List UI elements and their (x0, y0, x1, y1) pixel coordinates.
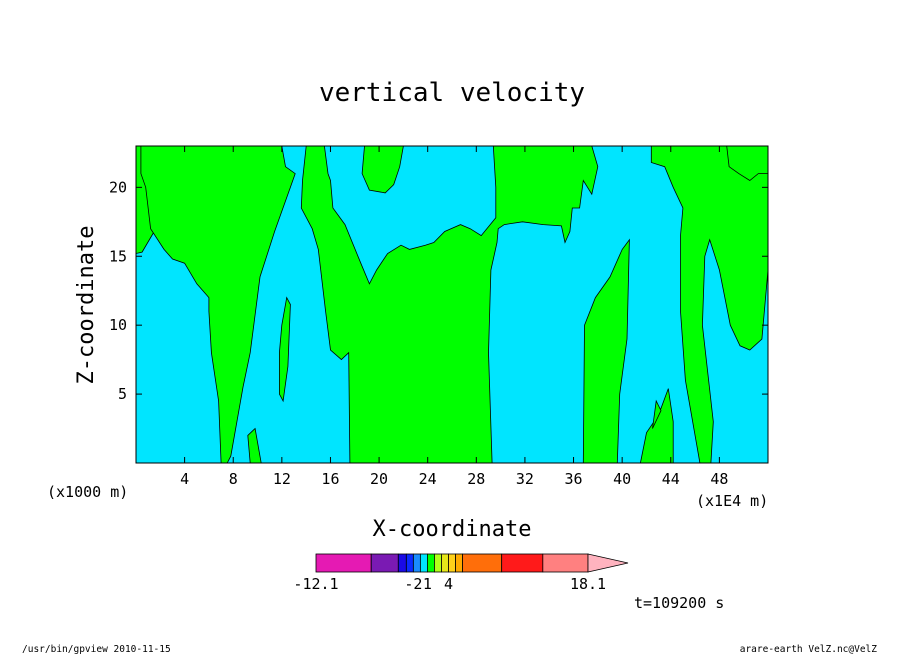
y-tick-label: 20 (109, 178, 127, 196)
colorbar-labels: -12.1 -2 1 4 18.1 (293, 575, 606, 593)
colorbar-band-11 (455, 553, 463, 573)
positive-region-5 (279, 296, 291, 403)
positive-region-12 (726, 146, 768, 181)
colorbar-label: -12.1 (293, 575, 338, 593)
x-tick-label: 8 (229, 470, 238, 488)
chart-title: vertical velocity (319, 78, 585, 108)
x-tick-label: 28 (467, 470, 485, 488)
colorbar-band-4 (405, 553, 414, 573)
colorbar-label: 1 (423, 575, 432, 593)
x-axis-ticks: 4 8 12 16 20 24 28 32 36 40 44 48 (180, 146, 728, 488)
colorbar-band-8 (434, 553, 442, 573)
y-tick-label: 10 (109, 316, 127, 334)
x-axis-label: X-coordinate (373, 517, 532, 542)
colorbar (315, 553, 629, 573)
x-tick-label: 40 (613, 470, 631, 488)
y-axis-ticks: 5 10 15 20 (109, 178, 768, 403)
positive-region-11 (650, 146, 768, 463)
x-unit-left: (x1000 m) (47, 483, 128, 501)
x-tick-label: 4 (180, 470, 189, 488)
positive-region-6 (300, 146, 599, 463)
colorbar-band-1 (315, 553, 372, 573)
colorbar-label: -2 (404, 575, 422, 593)
y-axis-label: Z-coordinate (74, 226, 99, 385)
x-tick-label: 16 (321, 470, 339, 488)
x-tick-label: 44 (662, 470, 680, 488)
colorbar-band-13 (501, 553, 544, 573)
colorbar-band-9 (441, 553, 449, 573)
x-tick-label: 20 (370, 470, 388, 488)
colorbar-band-6 (419, 553, 428, 573)
colorbar-band-10 (448, 553, 456, 573)
positive-region-7 (361, 146, 404, 194)
plot-frame (135, 145, 769, 464)
colorbar-label: 18.1 (570, 575, 606, 593)
x-tick-label: 32 (516, 470, 534, 488)
positive-region-10 (652, 399, 662, 429)
footer-program-date: /usr/bin/gpview 2010-11-15 (22, 644, 171, 654)
time-label: t=109200 s (634, 594, 724, 612)
colorbar-extend-arrow (587, 553, 629, 573)
footer-source-file: arare-earth_VelZ.nc@VelZ (740, 644, 878, 654)
colorbar-band-3 (397, 553, 407, 573)
x-tick-label: 12 (273, 470, 291, 488)
positive-region-8 (582, 238, 630, 463)
y-tick-label: 5 (118, 385, 127, 403)
colorbar-band-12 (462, 553, 503, 573)
x-tick-label: 36 (565, 470, 583, 488)
positive-regions (136, 146, 768, 463)
positive-region-3 (140, 146, 296, 463)
x-tick-label: 48 (710, 470, 728, 488)
positive-region-4 (247, 427, 262, 463)
positive-region-9 (639, 388, 674, 463)
y-tick-label: 15 (109, 247, 127, 265)
colorbar-band-5 (412, 553, 421, 573)
x-unit-right: (x1E4 m) (696, 492, 768, 510)
colorbar-band-2 (370, 553, 399, 573)
colorbar-band-14 (542, 553, 589, 573)
x-tick-label: 24 (419, 470, 437, 488)
colorbar-label: 4 (444, 575, 453, 593)
colorbar-band-7 (427, 553, 435, 573)
